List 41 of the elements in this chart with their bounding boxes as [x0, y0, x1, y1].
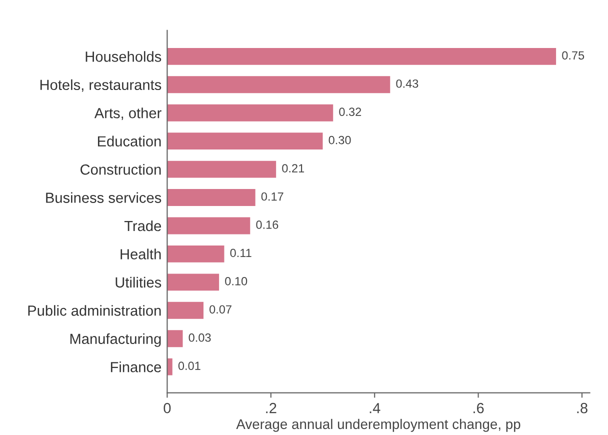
data-label: 0.11	[230, 248, 252, 258]
bar	[167, 189, 256, 206]
y-tick-label: Trade	[124, 220, 161, 232]
bar	[167, 76, 390, 94]
data-label: 0.21	[282, 164, 304, 172]
data-label: 0.16	[256, 220, 278, 229]
y-tick-label: Finance	[110, 362, 161, 372]
x-tick-label: .2	[266, 402, 276, 414]
y-tick-label: Health	[120, 248, 161, 260]
x-tick-label: 0	[164, 402, 171, 414]
x-tick-label: .8	[577, 402, 588, 414]
bar	[167, 274, 220, 291]
x-axis-title: Average annual underemployment change, pp	[236, 418, 520, 432]
y-tick-label: Arts, other	[94, 108, 162, 120]
bar	[167, 245, 224, 262]
bar	[167, 132, 323, 150]
x-tick-label: .6	[474, 402, 484, 414]
data-label: 0.75	[562, 51, 584, 60]
bar	[167, 48, 556, 65]
data-label: 0.03	[188, 333, 211, 342]
y-tick-label: Households	[86, 51, 162, 62]
y-tick-label: Hotels, restaurants	[40, 79, 162, 92]
y-tick-label: Education	[98, 136, 161, 147]
data-label: 0.10	[225, 276, 248, 286]
y-tick-label: Manufacturing	[70, 333, 161, 347]
y-tick-label: Public administration	[28, 305, 161, 316]
bar	[167, 104, 334, 122]
data-label: 0.30	[328, 136, 351, 144]
data-label: 0.43	[396, 79, 418, 88]
bar	[167, 302, 204, 319]
data-label: 0.01	[178, 362, 200, 370]
x-tick-label: .4	[370, 403, 380, 414]
data-label: 0.07	[210, 305, 232, 314]
y-tick-label: Construction	[80, 164, 161, 175]
bar	[167, 330, 183, 348]
y-tick-label: Business services	[46, 192, 162, 203]
y-tick-label: Utilities	[116, 276, 162, 288]
bar	[167, 160, 276, 178]
bar	[167, 217, 250, 234]
data-label: 0.32	[339, 108, 362, 116]
data-label: 0.17	[261, 192, 284, 201]
